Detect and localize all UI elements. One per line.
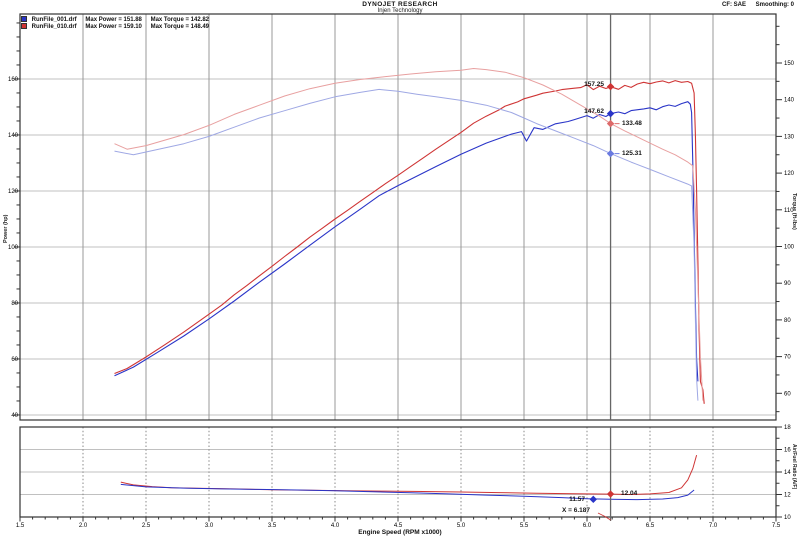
torque-tick-label: 120 bbox=[784, 171, 795, 177]
af-tick-label: 16 bbox=[784, 448, 791, 454]
power-axis: 40 60 80 100 120 140 160 bbox=[8, 22, 20, 419]
cursor-value-power-run1: 147.62 bbox=[584, 108, 604, 115]
correction-factor-label: CF: SAE bbox=[721, 2, 746, 8]
rpm-axis-title: Engine Speed (RPM x1000) bbox=[358, 529, 442, 536]
torque-tick-label: 110 bbox=[784, 208, 794, 214]
correction-smoothing-status: CF: SAE Smoothing: 0 bbox=[714, 2, 794, 8]
torque-axis: 60 70 80 90 100 110 120 130 140 150 bbox=[776, 25, 795, 413]
power-tick-label: 40 bbox=[11, 413, 18, 419]
rpm-tick-label: 4.5 bbox=[394, 523, 403, 529]
main-grid bbox=[20, 14, 776, 420]
cursor-value-power-run2: 157.25 bbox=[584, 81, 604, 88]
cursor-marker-diamond bbox=[606, 119, 615, 128]
smoothing-label: Smoothing: 0 bbox=[755, 2, 794, 8]
cursor-value-af-run2: 12.04 bbox=[621, 490, 638, 497]
cursor-x-label: X = 6.187 bbox=[562, 507, 591, 514]
legend-row-run1[interactable]: RunFile_001.drf Max Power = 151.88 Max T… bbox=[21, 16, 216, 23]
af-tick-label: 14 bbox=[784, 470, 791, 476]
rpm-tick-label: 5.0 bbox=[457, 523, 466, 529]
af-grid bbox=[20, 427, 776, 517]
cursor-marker-diamond bbox=[606, 149, 615, 158]
legend-row-run2[interactable]: RunFile_010.drf Max Power = 159.10 Max T… bbox=[21, 23, 216, 30]
run2-file-label: RunFile_010.drf bbox=[31, 23, 77, 30]
torque-axis-title: Torque (ft-lbs) bbox=[791, 193, 797, 230]
run2-max-power: Max Power = 159.10 bbox=[85, 23, 142, 30]
cursor-marker-diamond bbox=[606, 109, 615, 118]
power-tick-label: 60 bbox=[11, 357, 18, 363]
torque-tick-label: 130 bbox=[784, 134, 795, 140]
run1-max-power: Max Power = 151.88 bbox=[85, 16, 142, 23]
rpm-tick-label: 2.0 bbox=[79, 523, 88, 529]
power-axis-title: Power (hp) bbox=[3, 214, 9, 243]
torque-tick-label: 90 bbox=[784, 281, 791, 287]
run2-max-torque: Max Torque = 148.49 bbox=[150, 23, 209, 30]
af-curves bbox=[120, 454, 698, 501]
main-plot-frame bbox=[19, 13, 777, 421]
run-legend: RunFile_001.drf Max Power = 151.88 Max T… bbox=[21, 16, 216, 30]
af-tick-label: 10 bbox=[784, 515, 791, 521]
rpm-tick-label: 7.0 bbox=[709, 523, 718, 529]
torque-tick-label: 150 bbox=[784, 61, 795, 67]
run1-max-torque: Max Torque = 142.82 bbox=[150, 16, 209, 23]
cursor-value-torque-run1: 125.31 bbox=[622, 150, 642, 157]
af-tick-label: 12 bbox=[784, 493, 791, 499]
rpm-tick-label: 7.5 bbox=[772, 523, 781, 529]
rpm-tick-label: 1.5 bbox=[16, 523, 25, 529]
af-tick-label: 18 bbox=[784, 425, 791, 431]
power-tick-label: 80 bbox=[11, 301, 18, 307]
curve-runfile-001-power bbox=[114, 101, 699, 382]
main-curves bbox=[114, 68, 705, 404]
torque-tick-label: 70 bbox=[784, 355, 791, 361]
torque-tick-label: 100 bbox=[784, 245, 795, 251]
af-axis: 10 12 14 16 18 bbox=[776, 425, 791, 521]
curve-runfile-010-power bbox=[114, 80, 705, 404]
rpm-tick-label: 6.5 bbox=[646, 523, 655, 529]
run1-file-label: RunFile_001.drf bbox=[31, 16, 77, 23]
af-axis-title: Air/Fuel Ratio (A/F) bbox=[791, 444, 797, 490]
torque-tick-label: 60 bbox=[784, 391, 791, 397]
curve-runfile-010-torque bbox=[114, 68, 704, 401]
af-plot-area[interactable] bbox=[20, 427, 776, 517]
cursor-value-af-run1: 11.57 bbox=[569, 496, 585, 503]
torque-tick-label: 80 bbox=[784, 318, 791, 324]
rpm-tick-label: 3.0 bbox=[205, 523, 214, 529]
run2-color-swatch bbox=[21, 23, 27, 29]
cursor-marker-diamond bbox=[606, 490, 615, 498]
rpm-tick-label: 4.0 bbox=[331, 523, 340, 529]
power-tick-label: 120 bbox=[8, 189, 19, 195]
chart-subtitle: Injen Technology bbox=[377, 8, 423, 14]
chart-title: DYNOJET RESEARCH bbox=[362, 1, 438, 8]
rpm-tick-label: 2.5 bbox=[142, 523, 151, 529]
curve-runfile-001-a-f bbox=[120, 483, 695, 501]
rpm-tick-label: 3.5 bbox=[268, 523, 277, 529]
power-tick-label: 160 bbox=[8, 77, 19, 83]
rpm-tick-label: 5.5 bbox=[520, 523, 529, 529]
curve-runfile-001-torque bbox=[114, 88, 699, 401]
cursor-markers bbox=[589, 82, 620, 521]
run1-color-swatch bbox=[21, 16, 27, 22]
rpm-axis: 1.5 2.0 2.5 3.0 3.5 4.0 4.5 5.0 5.5 6.0 6.5 7.0 7.5 bbox=[16, 517, 781, 529]
cursor-value-torque-run2: 133.48 bbox=[622, 120, 642, 127]
cursor-label-leader-line bbox=[597, 512, 611, 521]
power-tick-label: 100 bbox=[8, 245, 19, 251]
cursor-marker-diamond bbox=[606, 82, 615, 91]
power-tick-label: 140 bbox=[8, 133, 19, 139]
rpm-tick-label: 6.0 bbox=[583, 523, 592, 529]
cursor-marker-diamond bbox=[589, 495, 598, 504]
torque-tick-label: 140 bbox=[784, 98, 795, 104]
